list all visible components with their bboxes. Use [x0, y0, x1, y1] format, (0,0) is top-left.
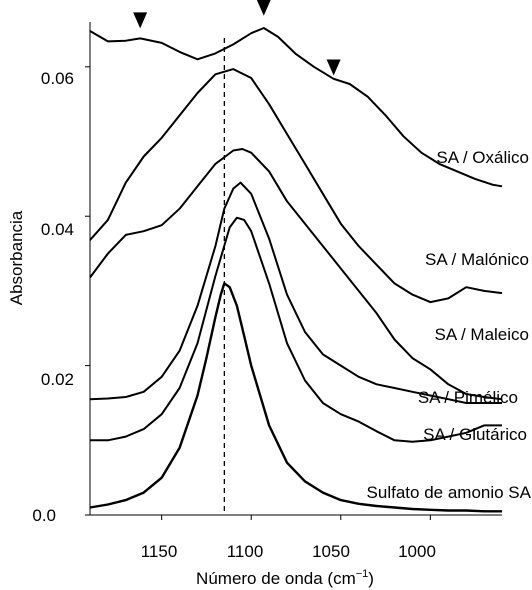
peak-marker-triangle [326, 59, 341, 76]
series-label-maleico: SA / Maleico [435, 325, 530, 344]
series-line [89, 282, 502, 513]
series-line [89, 181, 502, 404]
y-tick-label: 0.02 [41, 370, 74, 389]
y-tick-label: 0.0 [32, 506, 56, 525]
x-tick-label: 1000 [398, 542, 436, 561]
series-label-sulfato: Sulfato de amonio SA [367, 483, 532, 502]
series-line [89, 68, 503, 304]
y-axis-title: Absorbancia [7, 210, 26, 305]
y-tick-label: 0.04 [41, 220, 74, 239]
x-axis-title: Número de onda (cm−1) [196, 568, 374, 588]
peak-marker-triangle [256, 0, 271, 16]
x-tick-label: 1150 [141, 542, 178, 561]
peak-marker-triangle [133, 12, 148, 29]
series-label-pimelico: SA / Pimélico [418, 388, 518, 407]
x-tick-label: 1050 [312, 542, 350, 561]
series-line [90, 216, 502, 443]
series-label-glutarico: SA / Glutárico [423, 425, 527, 444]
x-tick-label: 1100 [227, 542, 264, 561]
series-line [89, 148, 503, 401]
y-tick-label: 0.06 [41, 69, 74, 88]
series-label-oxalico: SA / Oxálico [436, 148, 529, 167]
plot-area [85, 0, 503, 520]
series-line [89, 27, 503, 188]
series-label-malonico: SA / Malónico [425, 250, 529, 269]
